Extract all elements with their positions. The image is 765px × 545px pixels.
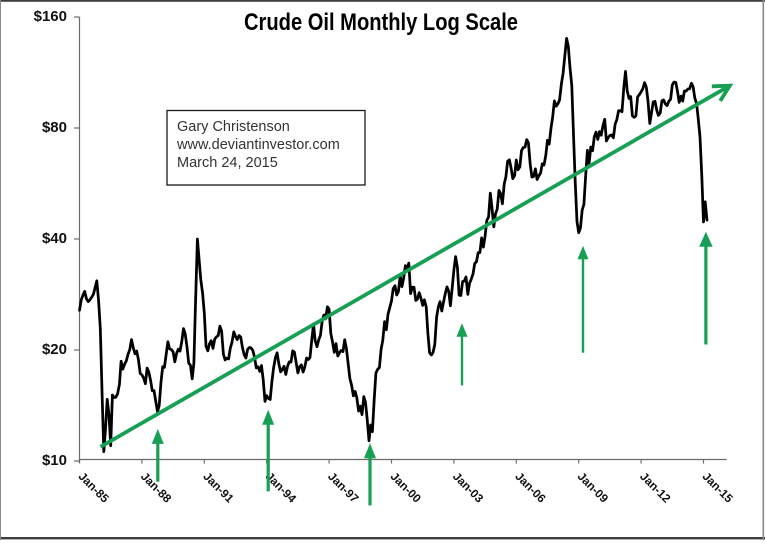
svg-text:$20: $20 <box>42 341 67 358</box>
svg-text:www.deviantinvestor.com: www.deviantinvestor.com <box>176 137 340 153</box>
svg-text:Crude Oil Monthly Log Scale: Crude Oil Monthly Log Scale <box>244 9 518 36</box>
svg-text:$10: $10 <box>42 452 67 469</box>
svg-text:Gary Christenson: Gary Christenson <box>177 119 290 135</box>
svg-text:$40: $40 <box>42 230 67 247</box>
svg-text:$160: $160 <box>34 8 67 25</box>
svg-text:March 24, 2015: March 24, 2015 <box>177 155 278 171</box>
svg-text:$80: $80 <box>42 119 67 136</box>
